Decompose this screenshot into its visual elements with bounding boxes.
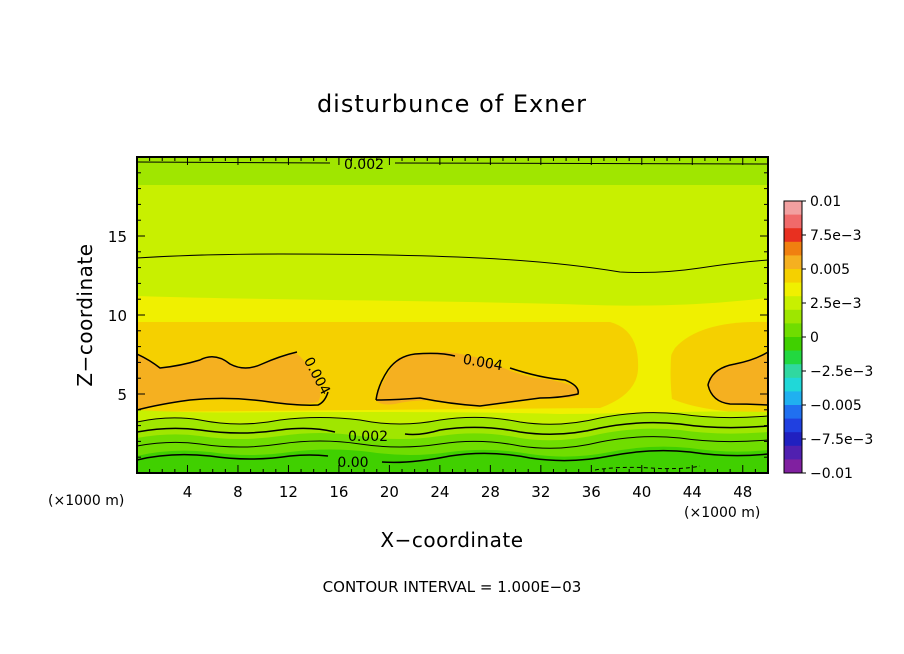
contour-line <box>137 253 768 273</box>
colorbar-swatch <box>784 323 802 338</box>
field-gap <box>640 330 675 405</box>
x-tick-label: 20 <box>380 483 399 501</box>
x-tick-label: 16 <box>329 483 348 501</box>
contour-line-dashed <box>594 465 701 471</box>
colorbar-swatch <box>784 445 802 460</box>
field-orange-blob-center <box>376 352 580 405</box>
y-tick-label: 5 <box>117 386 127 404</box>
colorbar: 0.01 7.5e−3 0.005 2.5e−3 0 −2.5e−3 −0.005 −7.5e… <box>783 194 873 482</box>
contour-line <box>137 412 768 425</box>
field-orange-blob-right <box>708 352 768 405</box>
x-axis-label: X−coordinate <box>380 528 523 552</box>
colorbar-tick-label: −2.5e−3 <box>810 364 873 380</box>
x-tick-label: 4 <box>183 483 193 501</box>
x-tick-label: 48 <box>733 483 752 501</box>
colorbar-swatch <box>784 350 802 365</box>
colorbar-swatch <box>784 282 802 297</box>
colorbar-swatch <box>784 405 802 420</box>
contour-label: 0.00 <box>337 455 368 471</box>
colorbar-tick-label: −0.005 <box>810 398 862 414</box>
colorbar-swatch <box>784 432 802 447</box>
y-axis: 5 10 15 <box>108 172 768 458</box>
colorbar-tick-label: −7.5e−3 <box>810 432 873 448</box>
x-tick-label: 36 <box>582 483 601 501</box>
contour-line <box>137 449 768 464</box>
field-green-bottom <box>137 446 768 473</box>
x-axis: 4 8 12 16 20 24 28 32 36 40 44 48 <box>149 157 756 501</box>
colorbar-swatch <box>784 228 802 243</box>
colorbar-tick-label: 7.5e−3 <box>810 228 862 244</box>
colorbar-swatch <box>784 391 802 406</box>
field-orange-blob-left <box>137 352 321 410</box>
colorbar-swatch <box>784 214 802 229</box>
x-tick-label: 8 <box>233 483 243 501</box>
contour-line <box>375 352 579 407</box>
contour-label: 0.004 <box>462 352 504 375</box>
contour-line <box>137 421 768 436</box>
contour-label: 0.002 <box>348 429 388 445</box>
y-axis-label: Z−coordinate <box>73 243 97 386</box>
field-top-band <box>137 157 768 185</box>
contour-line <box>707 351 768 406</box>
colorbar-swatch <box>784 296 802 311</box>
x-unit-left: (×1000 m) <box>48 493 124 509</box>
colorbar-tick-label: 0.005 <box>810 262 850 278</box>
colorbar-swatch <box>784 255 802 270</box>
y-tick-label: 10 <box>108 307 127 325</box>
colorbar-tick-label: 0 <box>810 330 819 346</box>
colorbar-tick-label: 0.01 <box>810 194 841 210</box>
contour-label: 0.002 <box>344 157 384 173</box>
x-unit-right: (×1000 m) <box>684 505 760 521</box>
contour-interval-note: CONTOUR INTERVAL = 1.000E−03 <box>323 578 582 596</box>
contour-line <box>137 161 768 165</box>
colorbar-swatch <box>784 269 802 284</box>
colorbar-swatch <box>784 337 802 352</box>
colorbar-swatch <box>784 241 802 256</box>
x-tick-label: 28 <box>481 483 500 501</box>
colorbar-swatch <box>784 309 802 324</box>
x-tick-label: 40 <box>632 483 651 501</box>
contour-field: 0.002 0.004 0.004 0.002 0.00 <box>137 157 768 473</box>
contour-line <box>137 351 329 411</box>
contour-line <box>137 436 768 449</box>
colorbar-tick-label: 2.5e−3 <box>810 296 862 312</box>
colorbar-swatch <box>784 418 802 433</box>
x-tick-label: 12 <box>279 483 298 501</box>
colorbar-swatch <box>784 377 802 392</box>
y-tick-label: 15 <box>108 228 127 246</box>
colorbar-swatch <box>784 201 802 216</box>
colorbar-swatch <box>784 459 802 474</box>
x-tick-label: 44 <box>683 483 702 501</box>
chart-title: disturbunce of Exner <box>317 90 587 118</box>
x-tick-label: 32 <box>531 483 550 501</box>
colorbar-swatch <box>784 364 802 379</box>
x-tick-label: 24 <box>430 483 449 501</box>
colorbar-tick-label: −0.01 <box>810 466 853 482</box>
